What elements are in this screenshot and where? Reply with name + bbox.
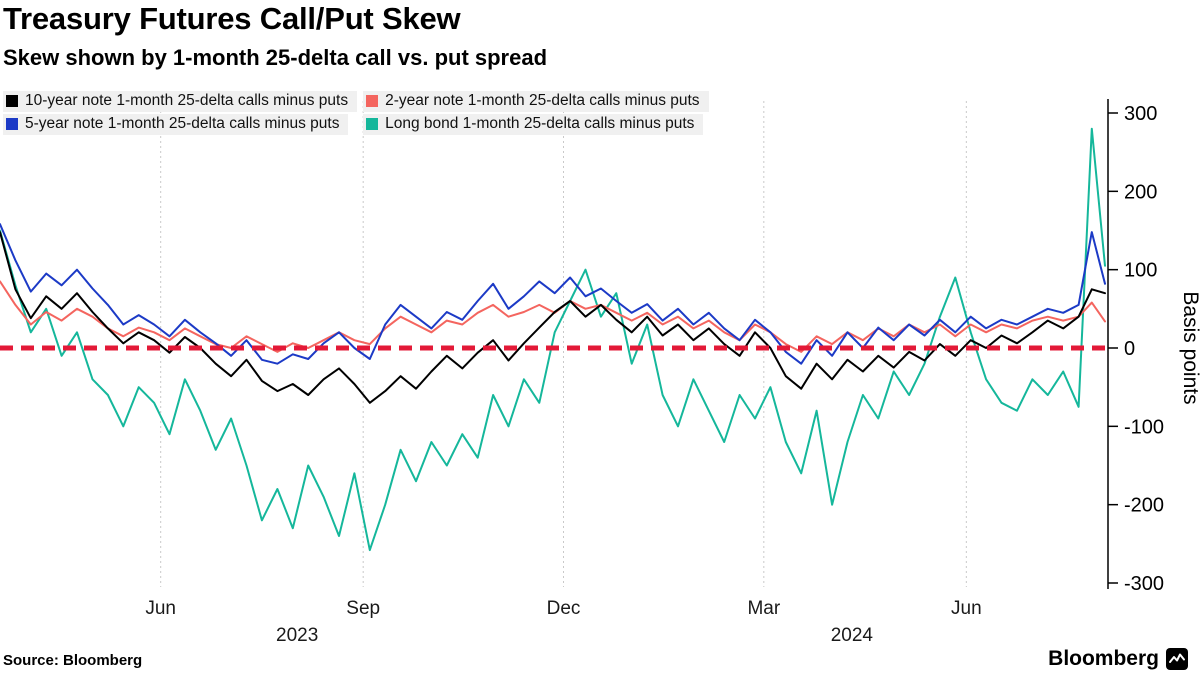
legend-swatch	[6, 95, 18, 107]
legend: 10-year note 1-month 25-delta calls minu…	[3, 91, 709, 135]
chart-title: Treasury Futures Call/Put Skew	[3, 1, 461, 36]
legend-item: 2-year note 1-month 25-delta calls minus…	[363, 91, 709, 112]
y-tick-label: 100	[1124, 260, 1157, 282]
x-tick-label: Jun	[145, 598, 176, 619]
y-tick-label: -300	[1124, 573, 1164, 595]
series-line-10-year-note	[0, 231, 1106, 404]
bloomberg-logo-text: Bloomberg	[1048, 647, 1159, 670]
series-line-5-year-note	[0, 223, 1106, 365]
legend-swatch	[366, 118, 379, 130]
y-axis-title: Basis points	[1179, 291, 1200, 404]
legend-swatch	[6, 118, 18, 130]
chart-svg: 300 200 100 0 -100 -200 -300 Jun Sep Dec Mar Jun 202…	[0, 99, 1200, 645]
legend-label: 10-year note 1-month 25-delta calls minu…	[25, 92, 349, 109]
bloomberg-logo: Bloomberg	[1048, 647, 1188, 671]
legend-swatch	[366, 95, 379, 107]
y-tick-label: -100	[1124, 416, 1164, 438]
legend-item: 5-year note 1-month 25-delta calls minus…	[3, 114, 349, 135]
y-tick-label: 300	[1124, 103, 1157, 125]
x-tick-label: Sep	[346, 598, 380, 619]
x-tick-label: Dec	[547, 598, 581, 619]
bloomberg-logo-icon	[1166, 648, 1188, 670]
legend-label: Long bond 1-month 25-delta calls minus p…	[385, 115, 695, 132]
chart-subtitle: Skew shown by 1-month 25-delta call vs. …	[3, 45, 548, 70]
y-tick-label: -200	[1124, 495, 1164, 517]
x-tick-label: Mar	[747, 598, 780, 619]
legend-label: 2-year note 1-month 25-delta calls minus…	[385, 92, 700, 109]
legend-item: 10-year note 1-month 25-delta calls minu…	[3, 91, 358, 112]
y-tick-label: 200	[1124, 181, 1157, 203]
legend-item: Long bond 1-month 25-delta calls minus p…	[363, 114, 704, 135]
series-line-long-bond	[0, 127, 1106, 552]
y-tick-label: 0	[1124, 338, 1135, 360]
source-label: Source: Bloomberg	[3, 652, 143, 669]
year-label: 2023	[276, 625, 318, 645]
year-label: 2024	[831, 625, 874, 645]
x-tick-label: Jun	[951, 598, 982, 619]
legend-label: 5-year note 1-month 25-delta calls minus…	[25, 115, 340, 132]
